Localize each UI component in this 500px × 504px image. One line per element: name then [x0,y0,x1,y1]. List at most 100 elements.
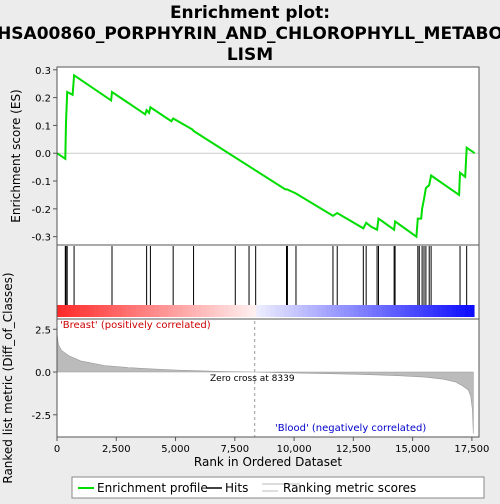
rank-color-band-segment [223,305,229,317]
rank-color-band-segment [126,305,132,317]
rank-color-band-segment [98,305,104,317]
rank-color-band-segment [376,305,382,317]
rank-color-band-segment [349,305,355,317]
rank-color-band-segment [381,305,387,317]
legend-enrichment-label: Enrichment profile [97,481,208,495]
rank-color-band-segment [233,305,239,317]
legend-ranking-label: Ranking metric scores [283,481,416,495]
legend-box [71,476,485,499]
rank-y-tick-label: -2.5 [31,411,51,422]
rank-color-band-segment [200,305,206,317]
rank-color-band-segment [251,305,257,317]
es-y-tick-label: -0.3 [31,233,51,244]
rank-color-band-segment [279,305,285,317]
rank-color-band-segment [154,305,160,317]
es-panel: -0.3 -0.2 -0.1 0.0 0.1 0.2 0.3 [31,66,479,244]
rank-color-band-segment [177,305,183,317]
rank-color-band-segment [112,305,118,317]
rank-color-band-segment [423,305,429,317]
rank-color-band-segment [191,305,197,317]
rank-color-band-segment [293,305,299,317]
rank-color-band-segment [149,305,155,317]
x-axis-label: Rank in Ordered Dataset [194,455,342,469]
legend-hits-label: Hits [225,481,248,495]
ranking-metric-area [56,332,474,434]
rank-color-band-segment [413,305,419,317]
rank-color-band-segment [247,305,253,317]
rank-color-band-segment [353,305,359,317]
es-y-tick-label: -0.2 [31,205,51,216]
es-y-tick-label: 0.0 [35,149,51,160]
rank-color-band-segment [145,305,151,317]
rank-color-band-segment [242,305,248,317]
rank-color-band-segment [274,305,280,317]
rank-color-band-segment [298,305,304,317]
rank-color-band-segment [140,305,146,317]
rank-color-band-segment [418,305,424,317]
x-tick-label: 2,500 [102,444,131,455]
rank-color-band-segment [66,305,72,317]
chart-title-line-3: LISM [227,45,273,65]
rank-panel-background [57,319,479,437]
rank-color-band-segment [117,305,123,317]
es-y-tick-label: 0.3 [35,66,51,77]
rank-color-band-segment [339,305,345,317]
rank-color-band-segment [84,305,90,317]
zero-cross-label: Zero cross at 8339 [210,374,295,384]
rank-color-band-segment [107,305,113,317]
rank-color-band-segment [335,305,341,317]
rank-color-band-segment [469,305,475,317]
rank-color-band-segment [265,305,271,317]
es-y-tick-label: 0.1 [35,121,51,132]
x-tick-label: 0 [54,444,60,455]
x-tick-label: 12,500 [336,444,371,455]
rank-color-band-segment [94,305,100,317]
rank-color-band-segment [172,305,178,317]
rank-color-band-segment [168,305,174,317]
rank-color-band-segment [344,305,350,317]
rank-color-band-segment [237,305,243,317]
rank-color-band-segment [260,305,266,317]
rank-color-band-segment [270,305,276,317]
rank-color-band-segment [228,305,234,317]
rank-color-band-segment [288,305,294,317]
rank-color-band-segment [386,305,392,317]
rank-color-band-segment [131,305,137,317]
rank-color-band-segment [395,305,401,317]
es-y-tick-label: 0.2 [35,94,51,105]
rank-y-axis-label: Ranked list metric (Diff_of_Classes) [1,272,15,483]
rank-color-band-segment [284,305,290,317]
positive-class-label: 'Breast' (positively correlated) [60,320,211,331]
rank-color-band-segment [182,305,188,317]
rank-color-band-segment [214,305,220,317]
enrichment-profile-line [56,73,476,239]
es-panel-background [57,67,479,245]
rank-color-band-segment [57,305,62,317]
rank-color-band-segment [75,305,81,317]
rank-y-tick-label: 0.0 [35,368,51,379]
x-axis: 0 2,500 5,000 7,500 10,000 12,500 15,000 17,500 [54,437,489,455]
rank-color-band-segment [321,305,327,317]
rank-color-band-segment [256,305,262,317]
rank-color-band-segment [196,305,202,317]
rank-color-band-segment [437,305,443,317]
rank-color-band-segment [400,305,406,317]
rank-color-band-segment [464,305,470,317]
x-tick-label: 10,000 [277,444,312,455]
chart-title-line-1: Enrichment plot: [170,3,330,23]
x-tick-label: 5,000 [161,444,190,455]
hits-panel [57,246,475,317]
rank-color-band-segment [409,305,415,317]
rank-color-band-segment [121,305,127,317]
rank-color-band-segment [404,305,410,317]
rank-color-band-segment [330,305,336,317]
rank-color-band-segment [316,305,322,317]
rank-panel: -2.5 0.0 2.5 [31,321,474,437]
rank-color-band-segment [135,305,141,317]
es-y-axis-label: Enrichment score (ES) [9,89,23,222]
rank-color-band-segment [186,305,192,317]
rank-color-band-segment [455,305,461,317]
rank-color-band-segment [427,305,433,317]
rank-color-band-segment [89,305,95,317]
rank-color-band-segment [451,305,457,317]
